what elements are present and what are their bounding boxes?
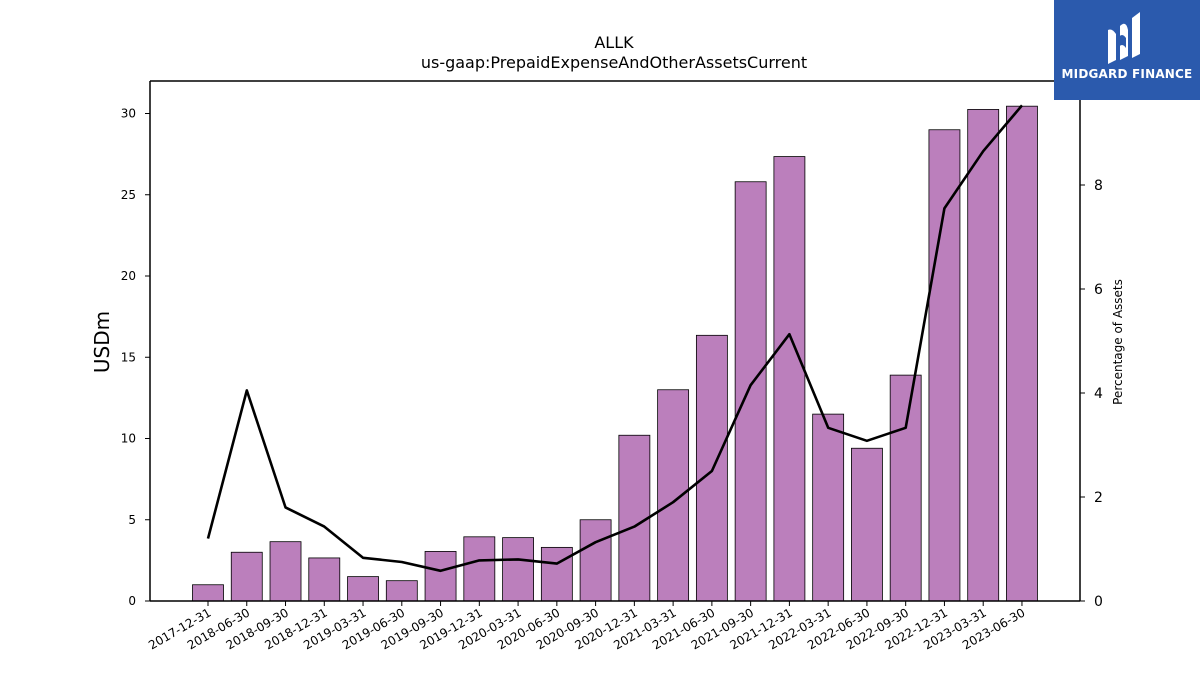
percentage-line: [206, 104, 1023, 573]
chart-title: ALLK: [594, 33, 634, 52]
bar-2017-12-31: [192, 584, 224, 602]
line-series: [206, 104, 1023, 573]
y-axis-ticks: 0 5 10 15 20 25 30: [121, 107, 150, 608]
bar-2019-06-30: [385, 580, 418, 602]
brand-logo: MIDGARD FINANCE: [1054, 0, 1200, 100]
x-axis-ticks: 2017-12-312018-06-302018-09-302018-12-31…: [146, 601, 1027, 652]
bar-2022-12-31: [928, 129, 961, 602]
brand-mark-icon: [1108, 12, 1140, 64]
y-tick-label: 5: [128, 513, 136, 527]
y2-tick-label: 6: [1094, 282, 1103, 298]
chart-subtitle: us-gaap:PrepaidExpenseAndOtherAssetsCurr…: [421, 53, 807, 72]
bar-2020-09-30: [579, 519, 612, 602]
bar-2018-06-30: [230, 551, 263, 602]
y2-tick-label: 2: [1094, 490, 1103, 506]
bar-2020-12-31: [618, 434, 651, 602]
bar-2022-06-30: [851, 447, 883, 602]
y2-axis-ticks: 0 2 4 6 8: [1080, 178, 1103, 610]
bar-2019-09-30: [424, 551, 457, 602]
y-tick-label: 15: [121, 350, 136, 364]
y2-tick-label: 8: [1094, 178, 1103, 194]
y2-tick-label: 0: [1094, 594, 1103, 610]
bar-2021-03-31: [657, 389, 690, 602]
y2-tick-label: 4: [1094, 386, 1103, 402]
bar-2019-12-31: [463, 536, 496, 602]
bar-2021-09-30: [734, 181, 767, 602]
y-tick-label: 20: [121, 269, 136, 283]
bar-2023-03-31: [967, 109, 1000, 602]
bar-2022-09-30: [889, 374, 922, 602]
y-tick-label: 0: [128, 594, 136, 608]
bar-2020-06-30: [540, 546, 573, 602]
y-tick-label: 30: [121, 107, 136, 121]
y-tick-label: 10: [121, 432, 136, 446]
bar-2018-12-31: [308, 557, 341, 602]
brand-name: MIDGARD FINANCE: [1061, 67, 1193, 81]
y-tick-label: 25: [121, 188, 136, 202]
bar-2019-03-31: [347, 576, 379, 602]
bar-series: [192, 105, 1038, 602]
y-axis-label: USDm: [90, 311, 114, 373]
bar-2020-03-31: [502, 537, 534, 602]
bar-2023-06-30: [1006, 105, 1038, 602]
bar-2021-12-31: [773, 156, 806, 602]
axes: [149, 80, 1081, 602]
bar-2018-09-30: [269, 541, 302, 602]
bar-2022-03-31: [812, 413, 845, 602]
y2-axis-label: Percentage of Assets: [1111, 279, 1125, 405]
